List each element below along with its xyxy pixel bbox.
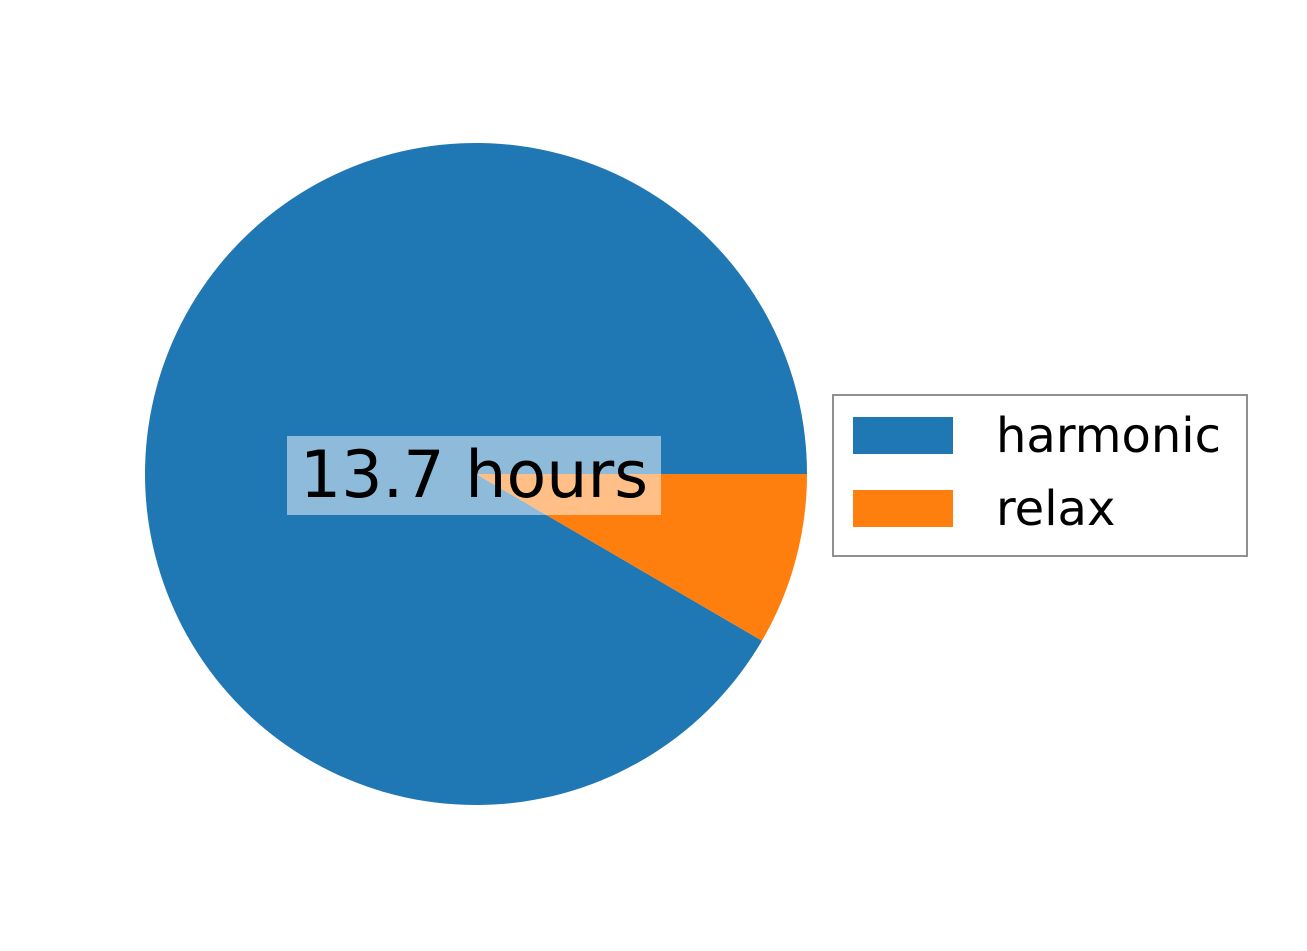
legend: harmonic relax — [832, 394, 1248, 557]
legend-row-harmonic: harmonic — [853, 412, 1226, 460]
legend-label-relax: relax — [996, 480, 1116, 537]
legend-swatch-harmonic-icon — [853, 417, 953, 454]
pie-slice-relax — [476, 474, 807, 641]
legend-row-relax: relax — [853, 485, 1226, 533]
pie-center-label: 13.7 hours — [287, 436, 661, 515]
legend-swatch-relax-icon — [853, 490, 953, 527]
legend-label-harmonic: harmonic — [996, 407, 1221, 464]
